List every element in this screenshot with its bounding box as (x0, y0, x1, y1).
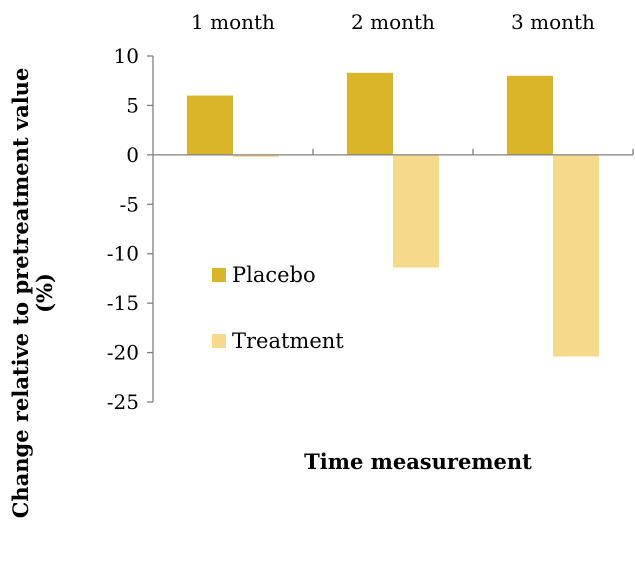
x-axis: 1 month 2 month 3 month (153, 10, 634, 156)
legend: Placebo Treatment (212, 263, 344, 353)
legend-swatch-treatment (212, 334, 226, 348)
bar-treatment-1 (233, 154, 279, 157)
y-tick-label: -10 (107, 242, 139, 266)
legend-label-placebo: Placebo (232, 263, 316, 287)
category-label: 2 month (351, 10, 435, 34)
legend-swatch-placebo (212, 268, 226, 282)
legend-label-treatment: Treatment (232, 329, 344, 353)
bar-placebo-3 (507, 75, 553, 155)
bar-placebo-2 (347, 72, 393, 155)
y-tick-label: 0 (126, 143, 139, 167)
y-tick-label: 5 (126, 93, 139, 117)
y-axis-title-line2: (%) (32, 273, 57, 313)
plot-area (187, 72, 599, 357)
x-axis-title: Time measurement (304, 449, 532, 474)
y-tick-label: -5 (120, 192, 139, 216)
bar-treatment-2 (393, 154, 439, 268)
category-label: 1 month (191, 10, 275, 34)
y-tick-label: -25 (107, 390, 139, 414)
y-tick-label: -15 (107, 291, 139, 315)
y-axis-title-line1: Change relative to pretreatment value (8, 68, 33, 519)
y-tick-label: 10 (114, 44, 139, 68)
y-tick-label: -20 (107, 341, 139, 365)
y-axis: 10 5 0 -5 -10 -15 -20 -25 (107, 44, 154, 414)
bar-treatment-3 (553, 154, 599, 357)
category-label: 3 month (511, 10, 595, 34)
bar-placebo-1 (187, 95, 233, 155)
y-axis-title: Change relative to pretreatment value (%… (8, 68, 57, 519)
